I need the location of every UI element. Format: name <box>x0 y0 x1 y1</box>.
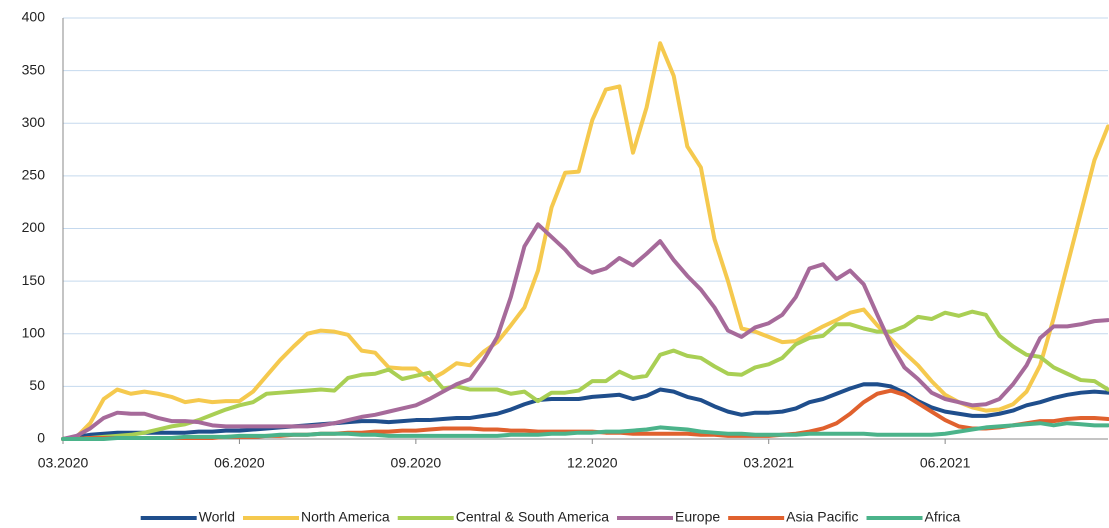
y-tick-label: 250 <box>22 167 46 183</box>
series-line <box>61 309 1109 441</box>
y-tick-label: 100 <box>22 324 46 340</box>
x-tick-label: 12.2020 <box>567 455 618 471</box>
legend-label: Central & South America <box>456 509 610 525</box>
y-tick-label: 300 <box>22 114 46 130</box>
series-line <box>61 421 1109 441</box>
x-tick-label: 03.2020 <box>38 455 89 471</box>
legend-label: Asia Pacific <box>786 509 858 525</box>
y-tick-label: 50 <box>29 377 45 393</box>
series-line <box>61 382 1109 441</box>
y-tick-label: 150 <box>22 272 46 288</box>
series-line <box>61 41 1109 441</box>
y-tick-label: 0 <box>37 430 45 446</box>
series-line <box>61 222 1109 441</box>
legend-label: Europe <box>675 509 720 525</box>
x-tick-label: 03.2021 <box>743 455 794 471</box>
x-tick-label: 09.2020 <box>391 455 442 471</box>
y-tick-label: 200 <box>22 219 46 235</box>
legend-label: North America <box>301 509 390 525</box>
x-tick-label: 06.2020 <box>214 455 265 471</box>
legend-label: World <box>199 509 235 525</box>
x-tick-label: 06.2021 <box>920 455 971 471</box>
y-tick-label: 400 <box>22 9 46 25</box>
legend-label: Africa <box>925 509 961 525</box>
y-tick-label: 350 <box>22 61 46 77</box>
